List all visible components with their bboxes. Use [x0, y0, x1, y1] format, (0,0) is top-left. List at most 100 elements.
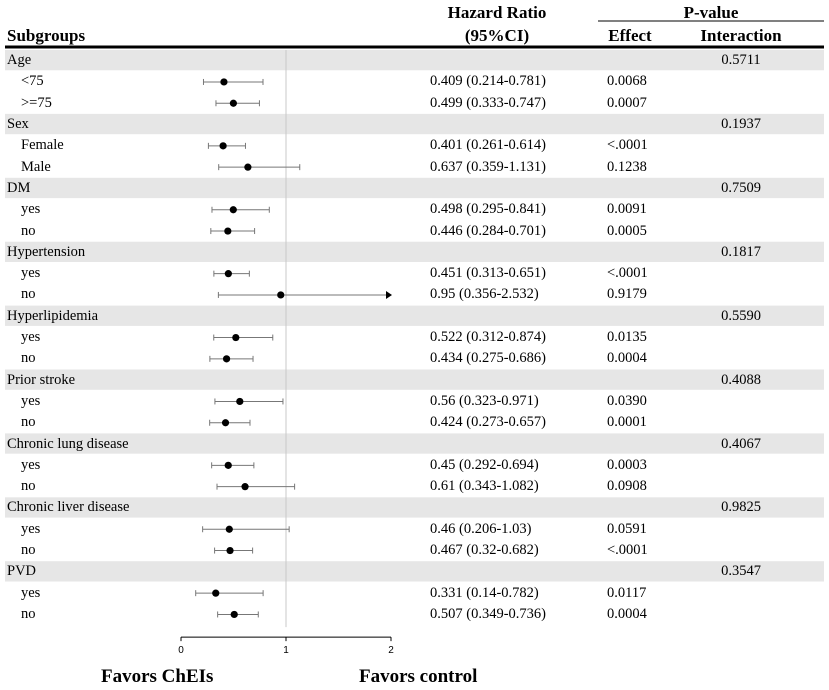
group-label: Chronic liver disease — [7, 499, 130, 516]
hr-point — [229, 99, 237, 107]
hazard-ratio-text: 0.499 (0.333-0.747) — [430, 94, 546, 111]
ci-arrow — [386, 290, 392, 299]
hr-point — [229, 206, 237, 214]
hr-point — [224, 461, 232, 469]
effect-pvalue: 0.0004 — [607, 350, 647, 367]
effect-pvalue: 0.0117 — [607, 584, 647, 601]
group-band — [5, 433, 824, 454]
hr-point — [232, 333, 240, 342]
group-band — [5, 241, 824, 262]
hr-point — [224, 270, 232, 278]
effect-pvalue: 0.0390 — [607, 392, 647, 409]
hr-point — [236, 397, 244, 406]
interaction-pvalue: 0.1937 — [721, 116, 761, 133]
subgroups-header: Subgroups — [7, 26, 86, 45]
group-label: Chronic lung disease — [7, 435, 129, 452]
group-band — [5, 561, 824, 582]
interaction-pvalue: 0.5590 — [721, 307, 761, 324]
hr-point — [221, 419, 230, 427]
subgroup-label: <75 — [21, 73, 44, 90]
hazard-ratio-text: 0.434 (0.275-0.686) — [430, 350, 546, 367]
group-label: Hyperlipidemia — [7, 307, 99, 324]
hazard-ratio-text: 0.409 (0.214-0.781) — [430, 73, 546, 90]
hr-point — [224, 227, 232, 235]
hazard-ratio-text: 0.467 (0.32-0.682) — [430, 542, 539, 559]
interaction-pvalue: 0.4088 — [721, 371, 761, 388]
subgroup-label: >=75 — [21, 94, 52, 111]
hazard-ratio-text: 0.401 (0.261-0.614) — [430, 137, 546, 154]
subgroup-label: yes — [21, 392, 41, 409]
hazard-ratio-text: 0.424 (0.273-0.657) — [430, 414, 546, 431]
interaction-pvalue: 0.9825 — [721, 499, 761, 516]
hr-point — [230, 610, 238, 619]
subgroup-label: no — [21, 350, 36, 367]
effect-pvalue: 0.0003 — [607, 456, 647, 473]
interaction-pvalue: 0.7509 — [721, 179, 761, 196]
effect-pvalue: 0.0001 — [607, 414, 647, 431]
group-band — [5, 305, 824, 326]
hr-point — [244, 163, 252, 171]
group-label: Sex — [7, 116, 29, 133]
subgroup-label: yes — [21, 520, 41, 537]
effect-pvalue: 0.0007 — [607, 94, 647, 111]
group-band — [5, 497, 824, 518]
x-tick-label: 1 — [283, 645, 289, 656]
effect-pvalue: <.0001 — [607, 137, 648, 154]
subgroup-label: Female — [21, 137, 64, 154]
effect-header: Effect — [608, 26, 652, 45]
hazard-ratio-text: 0.507 (0.349-0.736) — [430, 605, 546, 622]
hazard-ratio-header: Hazard Ratio — [447, 3, 547, 22]
group-label: PVD — [7, 563, 37, 580]
interaction-pvalue: 0.3547 — [721, 563, 761, 580]
group-bands — [5, 50, 824, 582]
x-tick-label: 0 — [178, 645, 184, 656]
effect-pvalue: 0.1238 — [607, 158, 647, 175]
interaction-pvalue: 0.1817 — [721, 243, 761, 260]
interaction-pvalue: 0.4067 — [721, 435, 761, 452]
subgroup-label: no — [21, 286, 36, 303]
favors-left-label: Favors ChEIs — [101, 666, 214, 687]
x-axis: 0 1 2 — [178, 636, 394, 656]
pvalue-header: P-value — [683, 3, 739, 22]
hazard-ratio-text: 0.95 (0.356-2.532) — [430, 286, 539, 303]
effect-pvalue: <.0001 — [607, 542, 648, 559]
group-band — [5, 50, 824, 71]
group-band — [5, 369, 824, 390]
hr-point — [225, 525, 233, 533]
hazard-ratio-text: 0.56 (0.323-0.971) — [430, 392, 539, 409]
hazard-ratio-text: 0.637 (0.359-1.131) — [430, 158, 546, 175]
subgroup-label: yes — [21, 329, 41, 346]
subgroup-label: no — [21, 222, 36, 239]
effect-pvalue: 0.0591 — [607, 520, 647, 537]
hr-point — [241, 483, 249, 491]
hr-point — [226, 546, 234, 555]
hazard-ratio-ci-header: (95%CI) — [464, 26, 530, 45]
effect-pvalue: 0.0135 — [607, 329, 647, 346]
effect-pvalue: 0.9179 — [607, 286, 647, 303]
effect-pvalue: 0.0908 — [607, 478, 647, 495]
hazard-ratio-text: 0.446 (0.284-0.701) — [430, 222, 546, 239]
group-band — [5, 113, 824, 135]
hr-point — [219, 142, 227, 150]
subgroup-label: yes — [21, 584, 41, 601]
effect-pvalue: 0.0068 — [607, 73, 647, 90]
x-tick-label: 2 — [388, 645, 394, 656]
hr-point — [277, 291, 285, 299]
hazard-ratio-text: 0.331 (0.14-0.782) — [430, 584, 539, 601]
hazard-ratio-text: 0.498 (0.295-0.841) — [430, 201, 546, 218]
hazard-ratio-text: 0.61 (0.343-1.082) — [430, 478, 539, 495]
group-label: Prior stroke — [7, 371, 76, 388]
group-label: DM — [7, 179, 31, 196]
favors-right-label: Favors control — [359, 666, 478, 687]
hr-point — [212, 589, 220, 597]
subgroup-label: yes — [21, 456, 41, 473]
group-label: Hypertension — [7, 243, 86, 260]
hazard-ratio-text: 0.522 (0.312-0.874) — [430, 329, 546, 346]
subgroup-label: yes — [21, 265, 41, 282]
hazard-ratio-text: 0.46 (0.206-1.03) — [430, 520, 532, 537]
subgroup-label: no — [21, 605, 36, 622]
subgroup-label: Male — [21, 158, 51, 175]
subgroup-label: no — [21, 478, 36, 495]
subgroup-label: no — [21, 542, 36, 559]
